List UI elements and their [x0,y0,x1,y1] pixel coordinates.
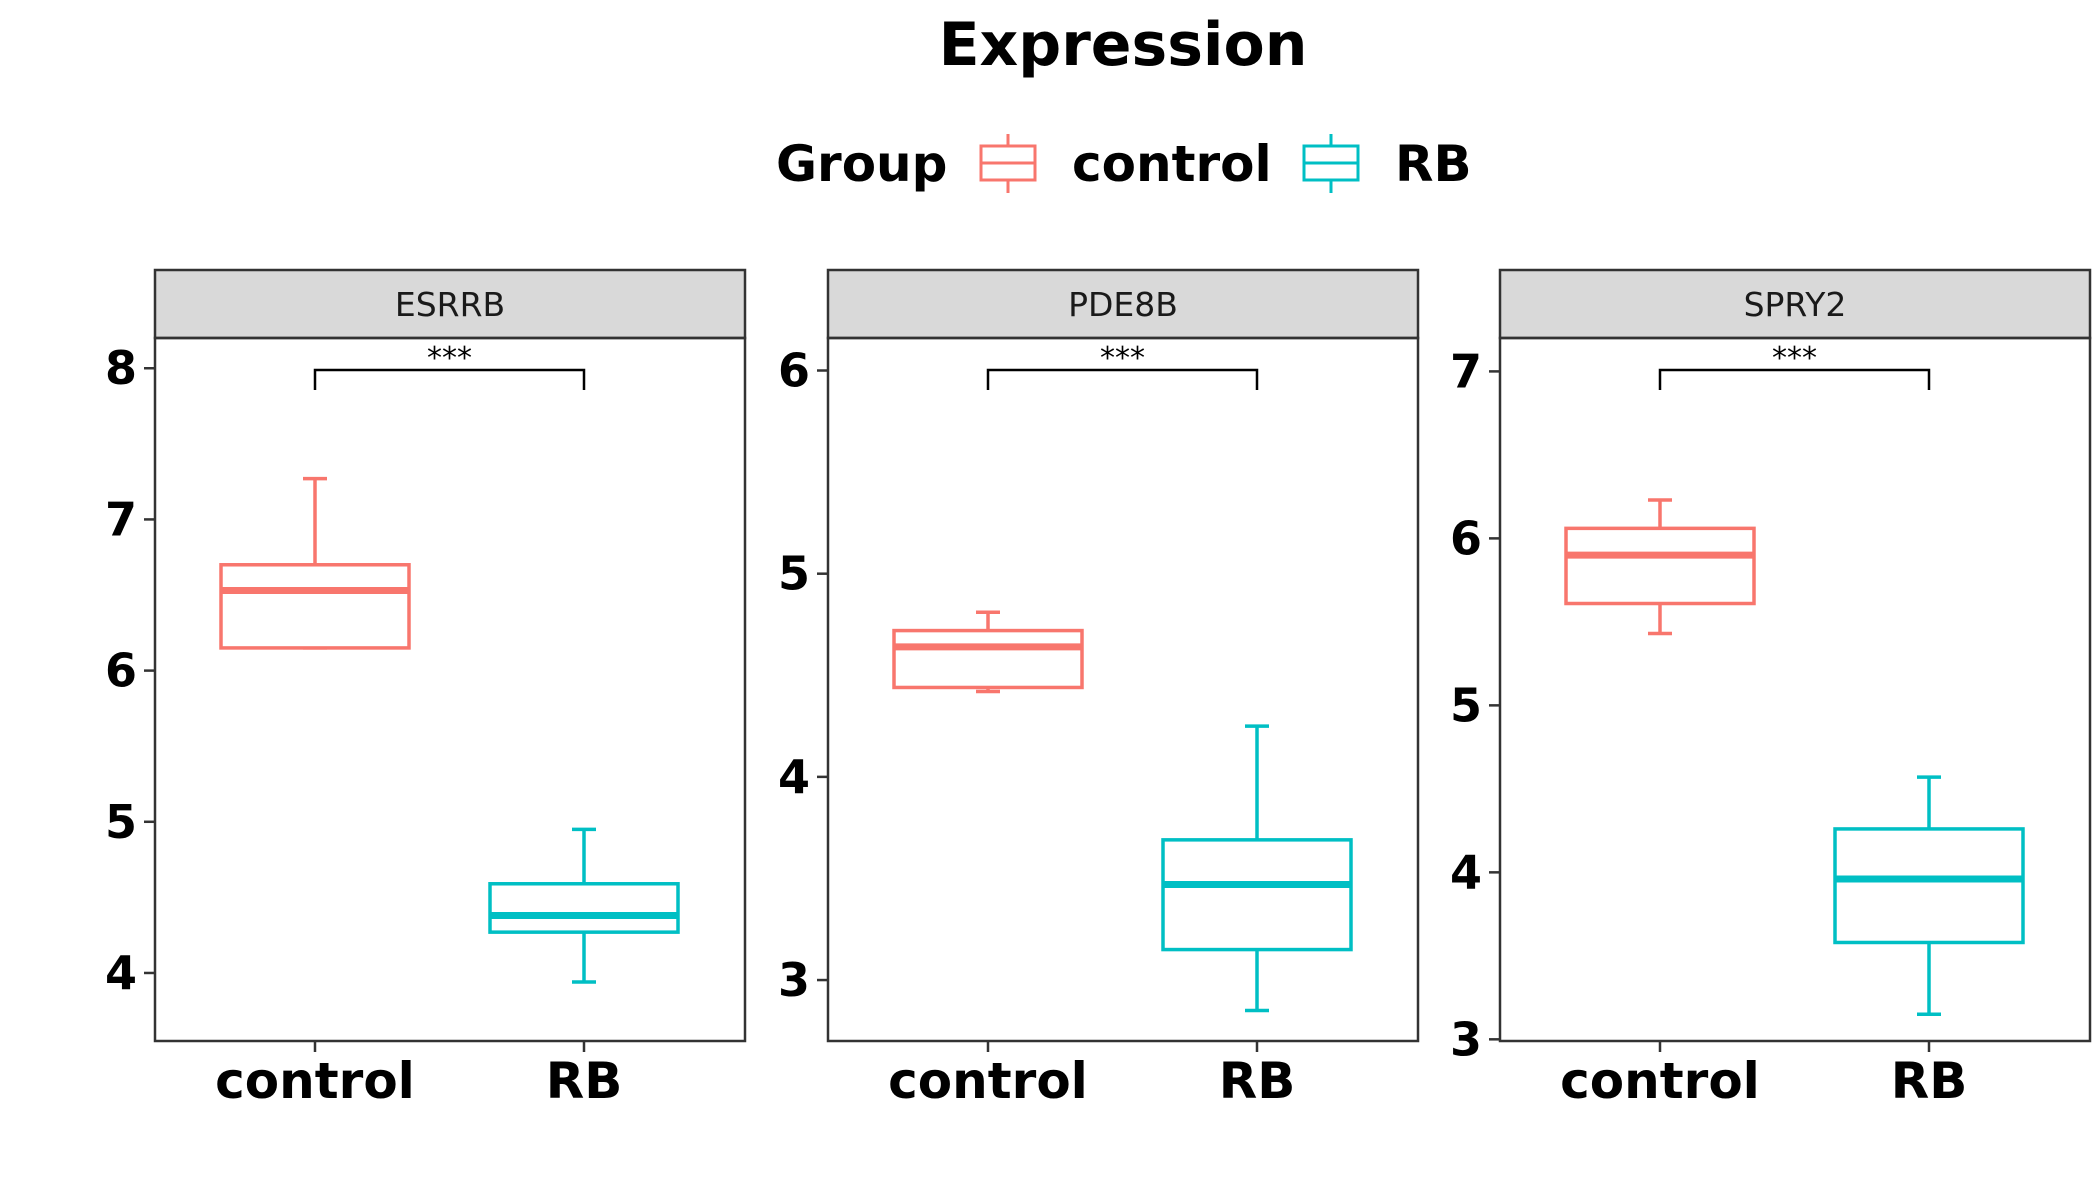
legend-label-control: control [1072,135,1272,193]
x-tick-label-pde8b-control: control [888,1052,1088,1110]
x-tick-label-spry2-rb: RB [1891,1052,1968,1110]
strip-pde8b [826,268,1420,340]
x-tick-label-spry2-control: control [1560,1052,1760,1110]
y-tick-label-esrrb-6: 6 [105,644,137,698]
significance-label-pde8b: *** [1100,341,1145,376]
y-tick-label-spry2-5: 5 [1450,678,1482,732]
facet-panels: ESRRB 4 5 6 7 8 control RB *** PDE8B 3 4 5 6 control RB… [105,268,2092,1110]
x-tick-label-pde8b-rb: RB [1219,1052,1296,1110]
legend-title: Group [776,135,947,193]
box-esrrb-rb [488,827,680,984]
y-tick-label-pde8b-3: 3 [778,953,810,1007]
legend: Group control RB [776,134,1472,193]
box-iqr [892,628,1084,690]
y-tick-label-esrrb-8: 8 [105,341,137,395]
strip-label-pde8b: PDE8B [1068,285,1178,324]
box-pde8b-control [892,610,1084,694]
significance-label-esrrb: *** [427,341,472,376]
panel-pde8b: PDE8B 3 4 5 6 control RB *** [778,268,1420,1110]
panel-spry2: SPRY2 3 4 5 6 7 control RB *** [1450,268,2092,1110]
legend-key-rb [1302,134,1360,193]
y-tick-label-pde8b-4: 4 [778,750,810,804]
panel-esrrb: ESRRB 4 5 6 7 8 control RB *** [105,268,747,1110]
strip-label-esrrb: ESRRB [395,285,505,324]
box-iqr [1833,827,2025,945]
y-tick-label-spry2-7: 7 [1450,344,1482,398]
y-tick-label-spry2-3: 3 [1450,1012,1482,1066]
plot-area-pde8b [826,336,1420,1043]
y-tick-label-spry2-6: 6 [1450,511,1482,565]
y-tick-label-esrrb-5: 5 [105,795,137,849]
box-iqr [488,882,680,934]
box-esrrb-control [219,476,411,650]
plot-area-spry2 [1498,336,2092,1043]
significance-label-spry2: *** [1772,341,1817,376]
y-tick-label-esrrb-7: 7 [105,492,137,546]
box-iqr [1161,838,1353,952]
strip-label-spry2: SPRY2 [1744,285,1847,324]
y-tick-label-spry2-4: 4 [1450,845,1482,899]
legend-label-rb: RB [1395,135,1472,193]
strip-esrrb [153,268,747,340]
box-spry2-control [1564,498,1756,636]
y-tick-label-esrrb-4: 4 [105,946,137,1000]
significance-bracket-esrrb [313,368,586,390]
legend-key-control [979,134,1037,193]
x-tick-label-esrrb-control: control [215,1052,415,1110]
significance-bracket-spry2 [1658,368,1931,390]
x-tick-label-esrrb-rb: RB [546,1052,623,1110]
chart-title: Expression [939,10,1308,80]
y-tick-label-pde8b-6: 6 [778,344,810,398]
box-iqr [219,563,411,650]
box-iqr [1564,526,1756,606]
box-spry2-rb [1833,775,2025,1017]
y-tick-label-pde8b-5: 5 [778,547,810,601]
plot-area-esrrb [153,336,747,1043]
box-pde8b-rb [1161,724,1353,1013]
strip-spry2 [1498,268,2092,340]
significance-bracket-pde8b [986,368,1259,390]
